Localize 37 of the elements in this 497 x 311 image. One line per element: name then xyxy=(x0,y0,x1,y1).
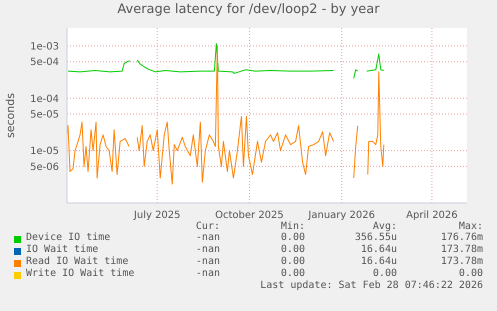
legend-label: Write IO Wait time xyxy=(26,268,134,279)
text: 173.78m xyxy=(440,256,483,267)
text: Min: xyxy=(280,221,305,232)
text: 0.00 xyxy=(458,268,483,279)
text: 0.00 xyxy=(280,268,305,279)
y-axis-title: seconds xyxy=(4,92,17,138)
legend-label: IO Wait time xyxy=(26,244,98,255)
text: 0.00 xyxy=(280,232,305,243)
text: -nan xyxy=(194,232,220,243)
legend-label: Read IO Wait time xyxy=(26,256,128,267)
text: 0.00 xyxy=(280,244,305,255)
x-tick-label: October 2025 xyxy=(215,210,284,222)
text: Avg: xyxy=(372,221,397,232)
legend-label: Device IO time xyxy=(26,232,110,243)
text: -nan xyxy=(194,268,220,279)
x-tick-label: July 2025 xyxy=(132,210,181,222)
text: 356.55u xyxy=(354,232,397,243)
text: -nan xyxy=(194,256,220,267)
text: -nan xyxy=(194,244,220,255)
y-tick-label: 5e-05 xyxy=(30,110,59,121)
y-tick-label: 5e-04 xyxy=(30,57,59,68)
text: Max: xyxy=(458,221,483,232)
text: 0.00 xyxy=(280,256,305,267)
text: 176.76m xyxy=(440,232,483,243)
text: Cur: xyxy=(194,221,220,232)
chart-title: Average latency for /dev/loop2 - by year xyxy=(116,2,381,17)
text: 16.64u xyxy=(360,256,397,267)
y-tick-label: 1e-03 xyxy=(30,41,59,52)
y-tick-label: 5e-06 xyxy=(30,162,59,173)
y-tick-label: 1e-04 xyxy=(30,94,59,105)
x-tick-label: April 2026 xyxy=(406,210,458,222)
text: Last update: Sat Feb 28 07:46:22 2026 xyxy=(259,280,483,291)
text: 16.64u xyxy=(360,244,397,255)
text: 173.78m xyxy=(440,244,483,255)
y-tick-label: 1e-05 xyxy=(30,146,59,158)
text: 0.00 xyxy=(372,268,397,279)
x-tick-label: January 2026 xyxy=(307,210,375,222)
